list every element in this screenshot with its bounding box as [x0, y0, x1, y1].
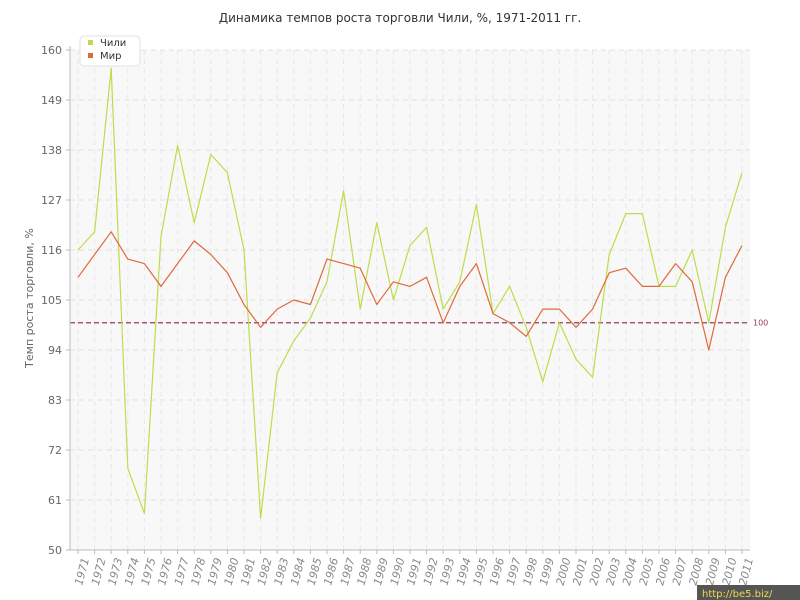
y-tick-label: 83 — [48, 394, 62, 407]
chart-title: Динамика темпов роста торговли Чили, %, … — [219, 11, 582, 25]
y-tick-label: 149 — [41, 94, 62, 107]
y-tick-label: 61 — [48, 494, 62, 507]
series-line-1 — [77, 231, 743, 351]
y-tick-label: 105 — [41, 294, 62, 307]
legend-marker-world — [88, 53, 93, 58]
legend-box — [79, 35, 141, 67]
y-tick-label: 94 — [48, 344, 62, 357]
legend-marker-chile — [88, 40, 93, 45]
legend-label-world: Мир — [100, 51, 121, 62]
x-tick-labels: 1971197219731974197519761977197819791980… — [72, 556, 756, 586]
watermark-bg — [697, 585, 800, 600]
reference-line-label: 100 — [753, 319, 768, 328]
y-tick-label: 116 — [41, 244, 62, 257]
x-tick-label: 2011 — [736, 556, 756, 586]
y-tick-label: 138 — [41, 144, 62, 157]
axes — [66, 46, 750, 554]
legend-label-chile: Чили — [100, 38, 126, 49]
grid — [70, 49, 750, 550]
y-tick-labels: 50 61 72 83 94 105 116 127 138 149 160 — [41, 44, 62, 557]
y-tick-label: 160 — [41, 44, 62, 57]
y-tick-label: 127 — [41, 194, 62, 207]
watermark: http://be5.biz/ — [697, 585, 800, 600]
series-line-0 — [77, 67, 743, 519]
series-group — [77, 67, 743, 519]
watermark-text: http://be5.biz/ — [702, 589, 773, 600]
reference-line-group: 100 — [70, 319, 768, 328]
legend: Чили Мир — [79, 35, 141, 67]
y-axis-label: Темп роста торговли, % — [23, 228, 36, 369]
y-tick-label: 50 — [48, 544, 62, 557]
y-tick-label: 72 — [48, 444, 62, 457]
